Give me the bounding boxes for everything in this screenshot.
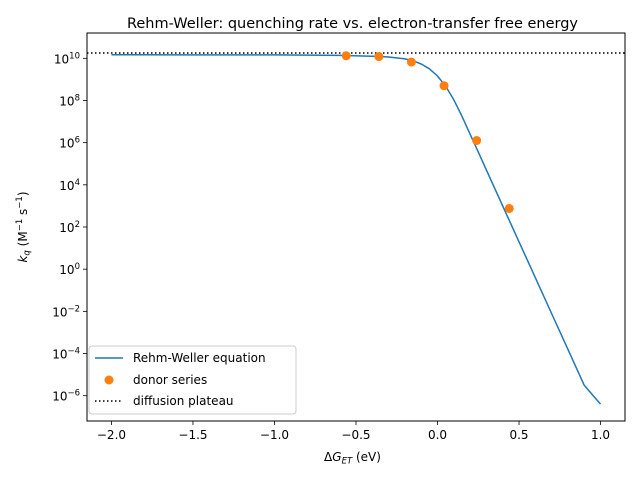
legend: Rehm-Weller equation donor series diffus… (88, 345, 297, 415)
legend-box (88, 345, 297, 415)
x-tick-label: 1.0 (591, 428, 610, 442)
y-tick-label: 106 (59, 136, 80, 151)
donor-point (374, 52, 384, 62)
x-tick-label: 0.0 (428, 428, 447, 442)
y-tick-label: 100 (59, 262, 80, 277)
donor-point (504, 203, 514, 213)
donor-point (439, 81, 449, 91)
legend-marker-swatch (104, 375, 114, 385)
y-tick-label: 10−4 (52, 347, 80, 362)
y-axis-label: kq (M−1 s−1) (15, 191, 33, 262)
plot-area (87, 51, 625, 405)
legend-label-rehm-weller: Rehm-Weller equation (133, 351, 266, 365)
y-tick-label: 102 (59, 220, 80, 235)
y-tick-label: 10−2 (52, 304, 80, 319)
y-axis: 1010 108 106 104 102 100 10−2 10−4 10−6 (52, 51, 87, 404)
donor-point (406, 57, 416, 67)
x-tick-label: −0.5 (341, 428, 370, 442)
y-tick-label: 10−6 (52, 389, 80, 404)
legend-label-donor-series: donor series (133, 373, 207, 387)
x-tick-label: −1.5 (178, 428, 207, 442)
y-tick-label: 1010 (54, 51, 80, 66)
x-axis: −2.0 −1.5 −1.0 −0.5 0.0 0.5 1.0 (97, 421, 610, 442)
chart-title: Rehm-Weller: quenching rate vs. electron… (127, 16, 578, 32)
x-axis-label: ΔGET (eV) (324, 450, 381, 467)
x-tick-label: 0.5 (509, 428, 528, 442)
donor-point (472, 136, 482, 146)
legend-label-diffusion-plateau: diffusion plateau (133, 394, 234, 408)
x-tick-label: −1.0 (260, 428, 289, 442)
y-tick-label: 108 (59, 93, 80, 108)
donor-point (341, 51, 351, 61)
x-tick-label: −2.0 (97, 428, 126, 442)
y-tick-label: 104 (59, 178, 80, 193)
